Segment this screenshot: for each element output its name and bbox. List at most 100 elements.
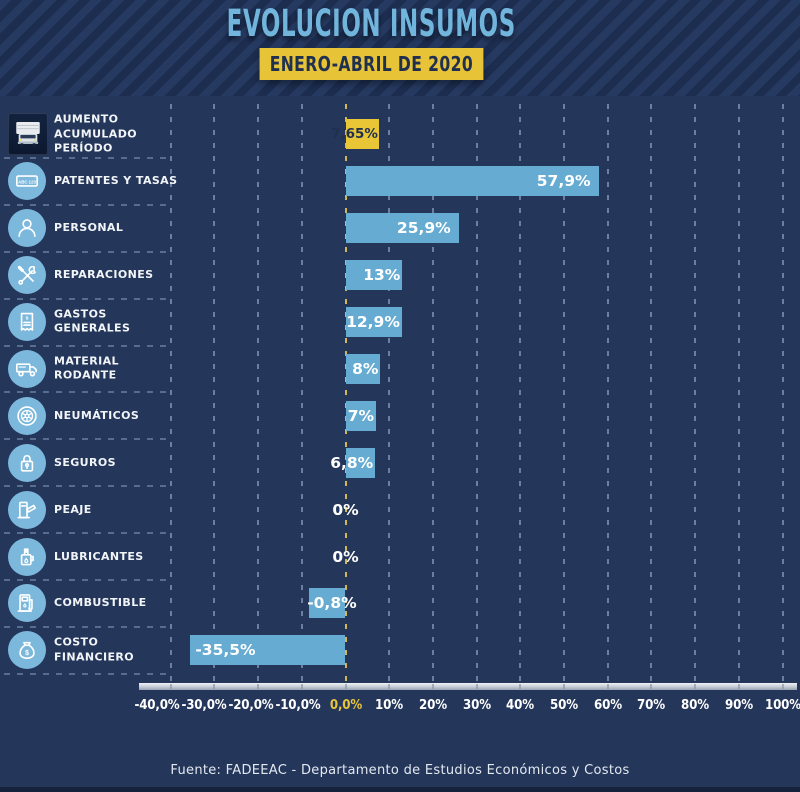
page-title: EVOLUCION INSUMOS	[226, 2, 516, 45]
chart-row: COMBUSTIBLE -0,8%	[0, 580, 800, 627]
category-label: PEAJE	[54, 502, 92, 516]
row-separator	[4, 297, 172, 300]
value-label: -0,8%	[307, 594, 357, 613]
svg-text:$: $	[26, 316, 29, 322]
bottom-edge-strip	[0, 787, 800, 792]
bar	[345, 260, 403, 291]
gridline	[388, 104, 391, 684]
axis-tick	[257, 684, 260, 689]
row-separator	[4, 485, 172, 488]
category-label: PERSONAL	[54, 221, 124, 235]
chart-row: NEUMÁTICOS 7%	[0, 392, 800, 439]
chart-row: PERSONAL 25,9%	[0, 205, 800, 252]
row-separator	[4, 438, 172, 441]
value-label: -35,5%	[195, 641, 256, 660]
gridline	[519, 104, 522, 684]
bar	[345, 447, 376, 478]
category-label: LUBRICANTES	[54, 549, 144, 563]
row-separator	[4, 344, 172, 347]
x-axis-tick-label: 20%	[418, 697, 447, 713]
x-axis-tick-label: 60%	[593, 697, 622, 713]
x-axis-tick-label: 10%	[375, 697, 404, 713]
toll-icon	[8, 490, 46, 529]
value-label: 57,9%	[536, 172, 591, 191]
chart-row: $ COSTO FINANCIERO -35,5%	[0, 627, 800, 674]
row-separator	[4, 203, 172, 206]
value-label: 6,8%	[330, 453, 374, 472]
svg-text:ABC 123: ABC 123	[18, 180, 36, 185]
svg-text:$: $	[25, 650, 29, 657]
bar	[309, 588, 346, 619]
chart-row: AUMENTO ACUMULADO PERÍODO 7,65%	[0, 111, 800, 158]
row-separator	[4, 391, 172, 394]
axis-tick	[213, 684, 216, 689]
chart-row: MATERIAL RODANTE 8%	[0, 346, 800, 393]
chart-row: $ GASTOS GENERALES 12,9%	[0, 299, 800, 346]
subtitle-badge: ENERO-ABRIL DE 2020	[259, 47, 483, 80]
row-separator	[4, 672, 172, 675]
value-label: 13%	[363, 266, 401, 285]
bar	[345, 307, 402, 338]
license-plate-icon: ABC 123	[8, 162, 46, 201]
person-icon	[8, 209, 46, 248]
bar	[345, 353, 381, 384]
category-label: AUMENTO ACUMULADO PERÍODO	[54, 112, 138, 155]
category-label: GASTOS GENERALES	[54, 307, 131, 336]
oil-can-icon	[8, 537, 46, 576]
row-separator	[4, 532, 172, 535]
row-separator	[4, 250, 172, 253]
axis-tick	[650, 684, 653, 689]
truck-icon	[8, 349, 46, 388]
highlight-bar	[345, 119, 379, 150]
value-label: 25,9%	[396, 219, 451, 238]
x-axis-tick-label: -30,0%	[181, 697, 227, 713]
axis-tick	[563, 684, 565, 689]
source-note: Fuente: FADEEAC - Departamento de Estudi…	[170, 763, 630, 778]
axis-tick	[431, 684, 434, 689]
chart-row: LUBRICANTES 0%	[0, 533, 800, 580]
axis-tick	[737, 684, 740, 689]
row-separator	[4, 625, 172, 628]
x-axis-tick-label: -40,0%	[134, 697, 180, 713]
chart-row: ABC 123 PATENTES Y TASAS 57,9%	[0, 158, 800, 205]
gridline	[431, 104, 434, 684]
category-label: PATENTES Y TASAS	[54, 174, 178, 188]
gridline	[213, 104, 216, 684]
chart-row: SEGUROS 6,8%	[0, 439, 800, 486]
fuel-pump-icon	[8, 584, 46, 623]
gridline	[257, 104, 260, 684]
x-axis-tick-label: 90%	[724, 697, 753, 713]
x-axis-tick-label: 100%	[764, 697, 800, 713]
axis-tick	[300, 684, 303, 689]
x-axis-tick-label: 70%	[637, 697, 666, 713]
category-label: COSTO FINANCIERO	[54, 636, 135, 664]
category-label: REPARACIONES	[54, 267, 154, 281]
chart-row: REPARACIONES 13%	[0, 252, 800, 299]
value-label: 8%	[352, 359, 379, 378]
chart-row: PEAJE 0%	[0, 486, 800, 533]
gridline	[737, 104, 740, 684]
axis-tick	[344, 684, 347, 689]
gridline	[694, 104, 697, 684]
value-label: 0%	[332, 547, 359, 566]
axis-tick	[475, 684, 478, 689]
x-axis-tick-label: 40%	[506, 697, 535, 713]
bar	[190, 635, 346, 666]
axis-tick	[388, 684, 391, 689]
bar	[345, 166, 599, 197]
axis-tick	[169, 684, 172, 689]
gridline	[563, 104, 565, 684]
gridline	[169, 104, 172, 684]
x-axis-line	[139, 683, 797, 690]
receipt-icon: $	[8, 303, 46, 342]
value-label: 7%	[347, 406, 375, 425]
category-label: NEUMÁTICOS	[54, 408, 140, 422]
x-axis-tick-label: 30%	[462, 697, 491, 713]
row-separator	[4, 156, 172, 159]
x-axis-tick-label: 80%	[681, 697, 710, 713]
value-label: 0%	[332, 500, 359, 519]
header: EVOLUCION INSUMOS ENERO-ABRIL DE 2020	[0, 0, 800, 96]
gridline	[650, 104, 653, 684]
axis-tick	[781, 684, 784, 689]
